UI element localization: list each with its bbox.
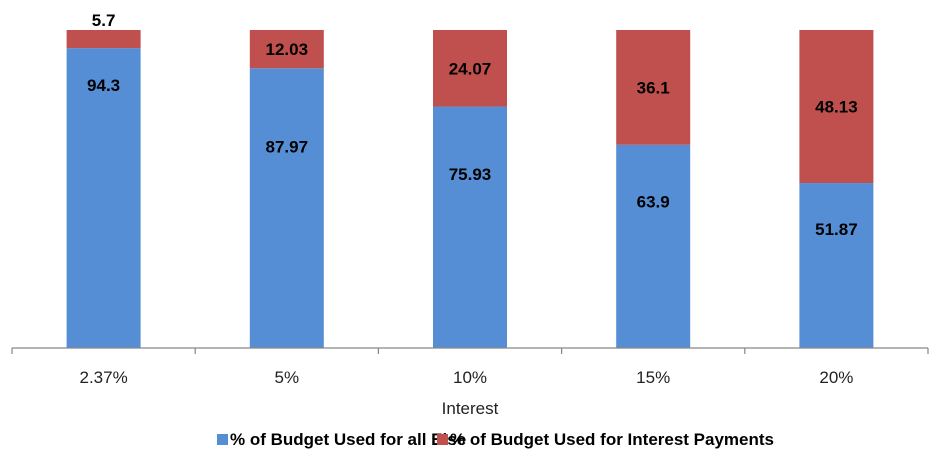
bar-all-else-2 <box>433 106 507 348</box>
bar-interest-2 <box>433 30 507 107</box>
bar-all-else-0 <box>66 48 141 348</box>
bar-interest-0 <box>66 30 141 49</box>
bar-all-else-3 <box>616 144 691 348</box>
legend: % of Budget Used for all Else % of Budge… <box>217 430 774 449</box>
plot-area: 94.3 5.7 87.97 12.03 75.93 24.07 63.9 36.1 51.87… <box>66 11 874 348</box>
data-label-interest-2: 24.07 <box>449 59 492 78</box>
data-label-all-else-2: 75.93 <box>449 165 492 184</box>
data-label-interest-0: 5.7 <box>92 11 116 30</box>
legend-swatch-all-else <box>217 434 228 445</box>
x-tick-label-1: 5% <box>275 368 300 387</box>
data-label-all-else-1: 87.97 <box>266 138 309 157</box>
legend-label-interest-payments: % of Budget Used for Interest Payments <box>450 430 774 449</box>
data-label-interest-3: 36.1 <box>637 78 670 97</box>
bar-all-else-1 <box>249 68 324 348</box>
data-label-interest-1: 12.03 <box>266 40 309 59</box>
data-label-all-else-0: 94.3 <box>87 76 120 95</box>
bar-all-else-4 <box>799 183 874 348</box>
data-label-all-else-4: 51.87 <box>815 220 858 239</box>
x-axis-title: Interest <box>442 399 499 418</box>
x-tick-label-0: 2.37% <box>79 368 127 387</box>
x-axis-ticks: 2.37% 5% 10% 15% 20% <box>11 348 929 387</box>
x-tick-label-3: 15% <box>636 368 670 387</box>
x-tick-label-2: 10% <box>453 368 487 387</box>
bar-interest-4 <box>799 30 874 184</box>
bar-interest-1 <box>249 30 324 69</box>
bar-interest-3 <box>616 30 691 145</box>
data-label-interest-4: 48.13 <box>815 98 858 117</box>
x-tick-label-4: 20% <box>819 368 853 387</box>
legend-label-all-else: % of Budget Used for all Else <box>230 430 466 449</box>
legend-swatch-interest-payments <box>437 434 448 445</box>
data-label-all-else-3: 63.9 <box>637 193 670 212</box>
